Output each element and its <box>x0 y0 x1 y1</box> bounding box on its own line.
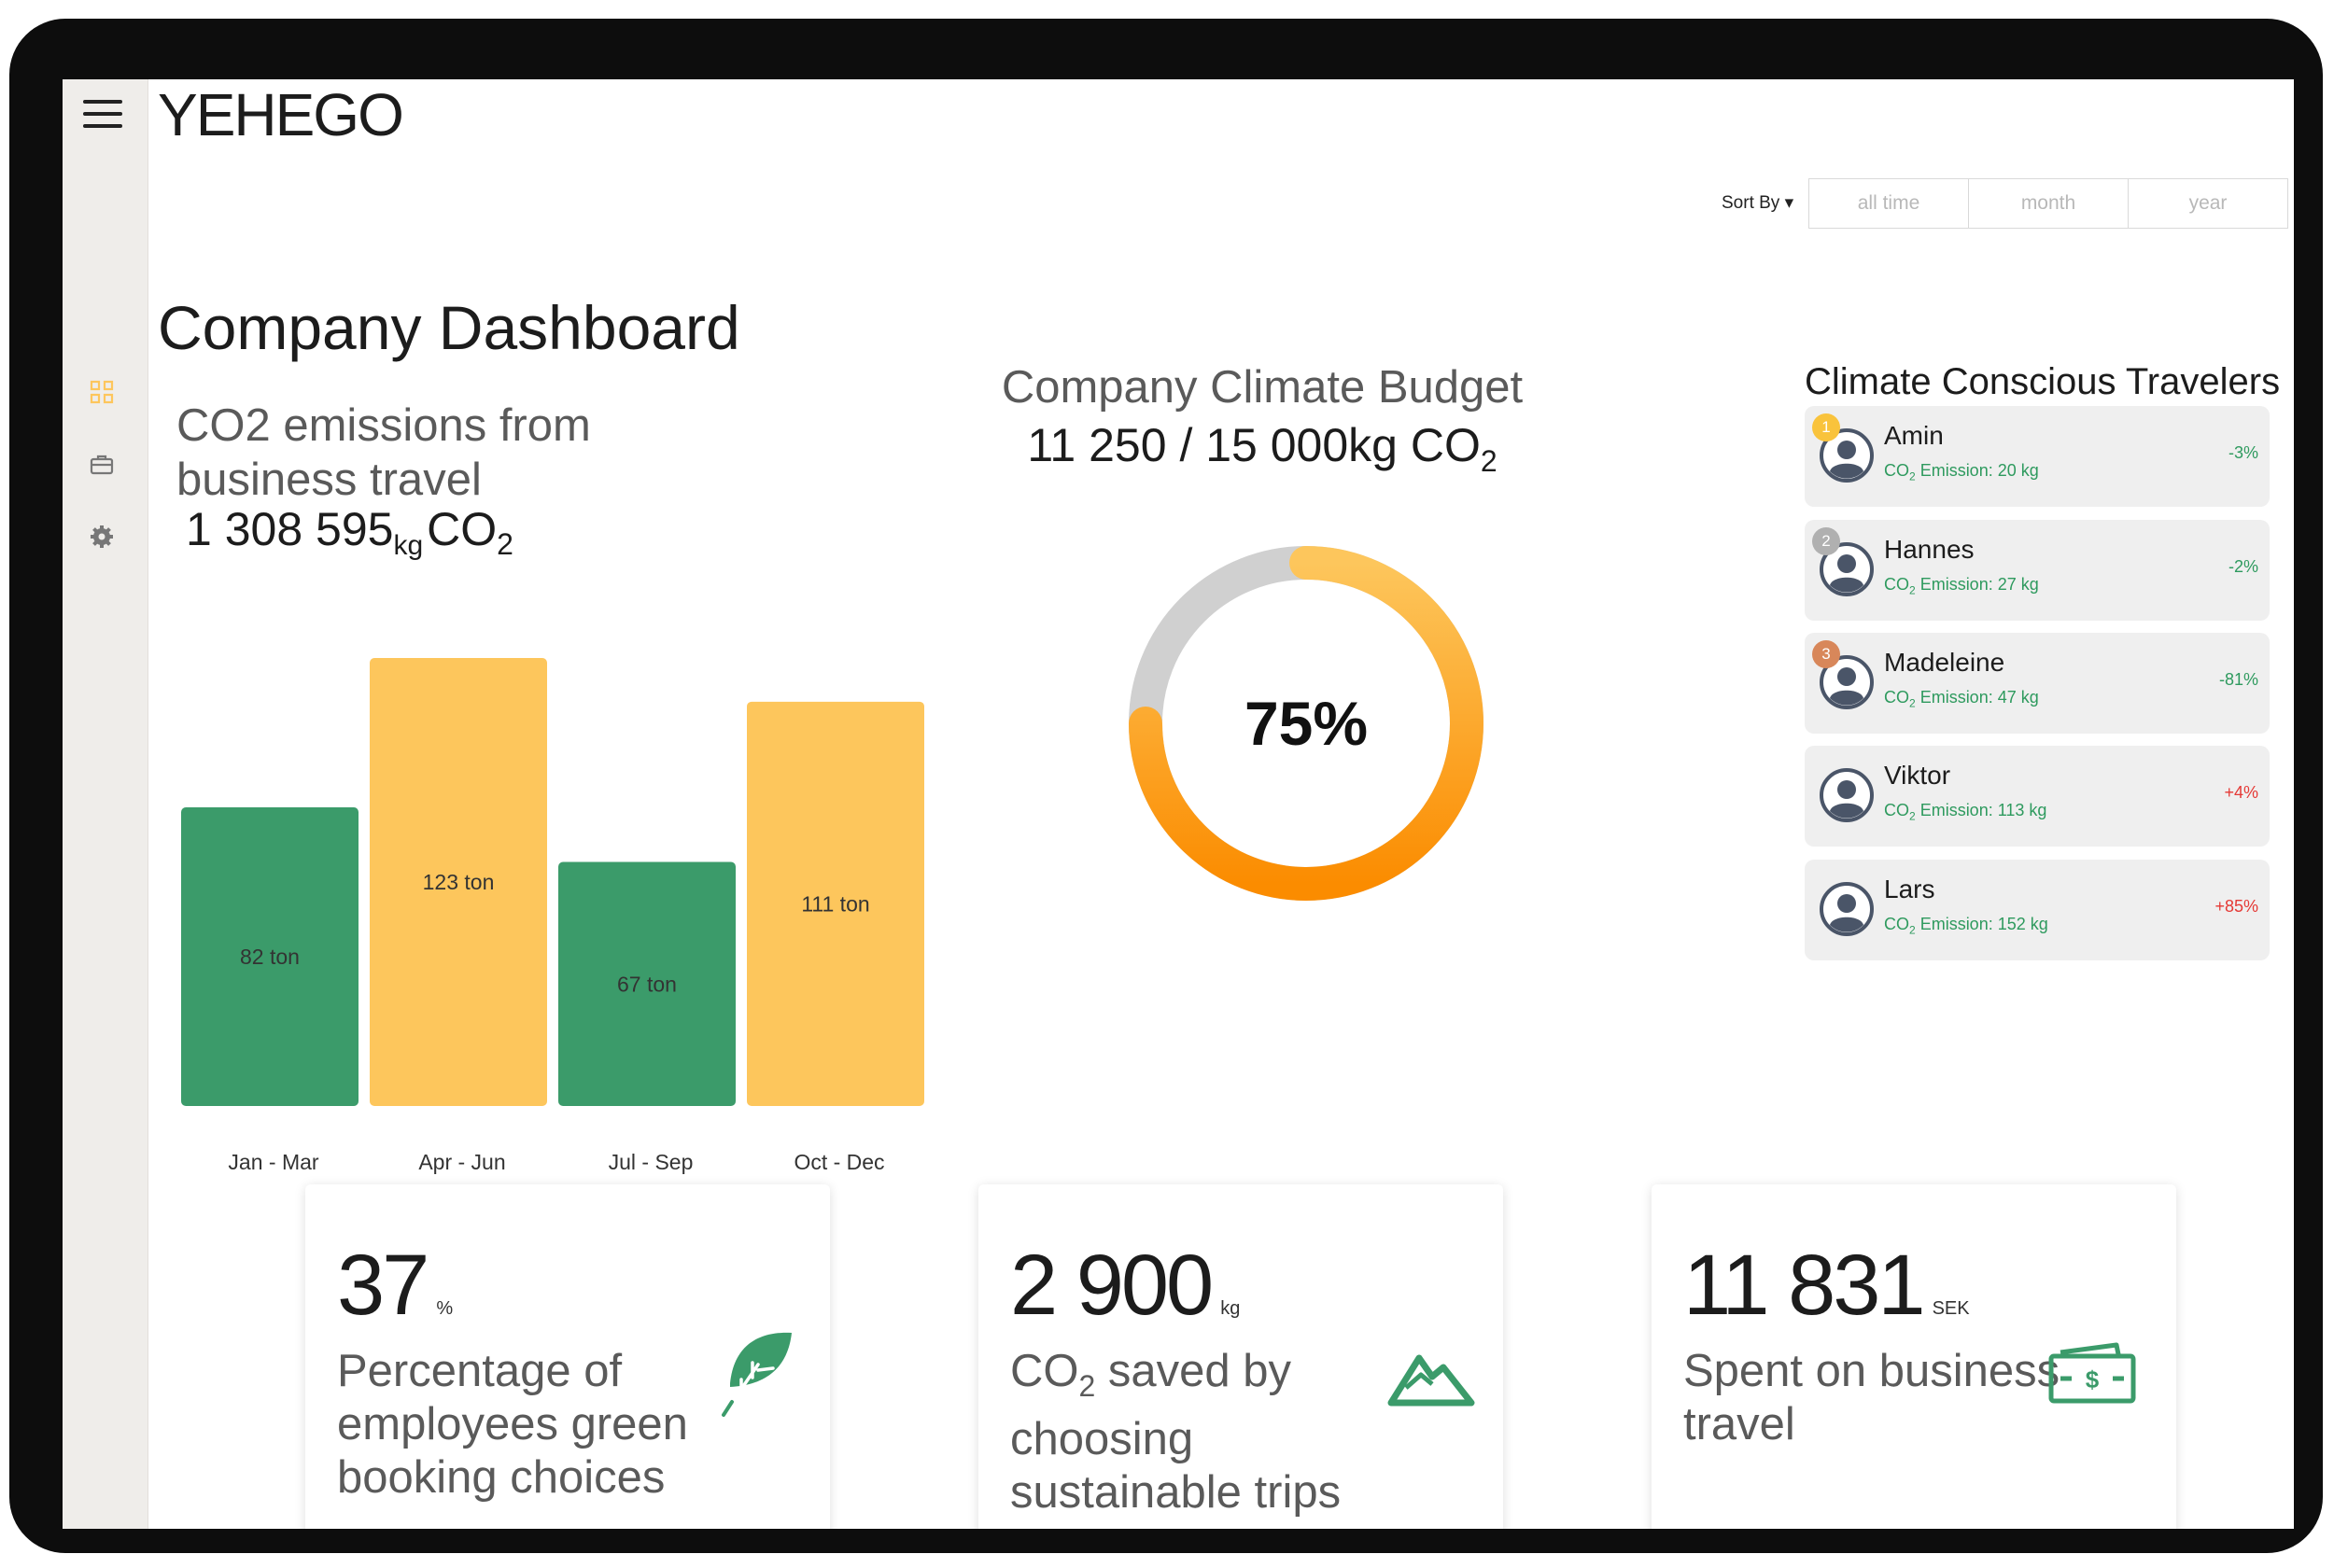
stat-unit: % <box>436 1298 454 1319</box>
mountain-icon <box>1387 1354 1475 1407</box>
traveler-name: Viktor <box>1884 761 1951 790</box>
emissions-bar-chart: 82 ton Jan - Mar 123 ton Apr - Jun 67 ton Jul… <box>181 658 924 1174</box>
svg-text:$: $ <box>2086 1365 2100 1393</box>
category-label: Jan - Mar <box>228 1150 318 1174</box>
leaf-icon <box>722 1332 792 1417</box>
bar[interactable] <box>181 807 359 1106</box>
app-logo[interactable]: YEHEGO <box>158 81 404 148</box>
stat-desc-post: saved by choosing sustainable trips <box>1010 1346 1342 1518</box>
budget-percent: 75% <box>1244 689 1369 758</box>
emissions-substance-sub: 2 <box>497 527 513 561</box>
bar[interactable] <box>370 658 547 1106</box>
bar-value-label: 67 ton <box>617 972 677 996</box>
stat-description: Percentage of employees green booking ch… <box>337 1346 688 1503</box>
donut-progress-arc <box>1129 546 1483 901</box>
budget-title: Company Climate Budget <box>1001 362 1524 413</box>
device-frame: YEHEGO Sort By ▾ all time month year Com… <box>9 19 2323 1553</box>
stat-card-green-bookings: 37% Percentage of employees green bookin… <box>305 1184 830 1529</box>
traveler-change: +85% <box>2214 897 2258 916</box>
rank-badge: 3 <box>1812 640 1840 668</box>
stat-unit: SEK <box>1932 1298 1970 1319</box>
traveler-emission: CO2 Emission: 152 kg <box>1884 915 2048 937</box>
bar-value-label: 82 ton <box>240 945 300 969</box>
time-filter: all time month year <box>1808 178 2288 229</box>
gear-icon[interactable] <box>88 523 116 551</box>
traveler-change: -3% <box>2228 443 2258 462</box>
filter-year[interactable]: year <box>2188 192 2228 214</box>
filter-all-time[interactable]: all time <box>1809 179 1969 228</box>
traveler-name: Lars <box>1884 875 1935 903</box>
hamburger-menu-icon[interactable] <box>83 100 122 128</box>
stat-unit: kg <box>1220 1298 1241 1319</box>
traveler-change: -81% <box>2218 670 2258 689</box>
stat-card-travel-spend: 11 831 SEK Spent on business travel $ <box>1652 1184 2176 1529</box>
emissions-substance: CO <box>427 503 498 555</box>
emissions-unit: kg <box>393 530 424 561</box>
rank-badge: 2 <box>1812 527 1840 555</box>
briefcase-icon[interactable] <box>88 451 116 479</box>
filter-month[interactable]: month <box>1969 179 2129 228</box>
app-screen: YEHEGO Sort By ▾ all time month year Com… <box>63 79 2294 1529</box>
avatar-icon <box>1820 882 1874 936</box>
budget-value-sub: 2 <box>1480 444 1497 478</box>
traveler-row[interactable]: 1 Amin CO2 Emission: 20 kg -3% <box>1805 406 2270 507</box>
traveler-name: Hannes <box>1884 535 1975 564</box>
sort-by-dropdown[interactable]: Sort By ▾ <box>1722 192 1793 214</box>
category-label: Oct - Dec <box>794 1150 884 1174</box>
emissions-total-value: 1 308 595 <box>186 503 394 555</box>
stat-value: 2 900 <box>1010 1238 1214 1333</box>
stat-card-co2-saved: 2 900 kg CO2 saved by choosing sustainabl… <box>978 1184 1503 1529</box>
stat-desc-sub: 2 <box>1078 1368 1096 1403</box>
stat-desc-pre: CO <box>1010 1346 1079 1396</box>
travelers-title: Climate Conscious Travelers <box>1805 361 2281 402</box>
grid-icon[interactable] <box>88 378 116 406</box>
stat-value: 37 <box>337 1238 429 1333</box>
emissions-total: 1 308 595kgCO2 <box>186 501 513 574</box>
traveler-emission: CO2 Emission: 113 kg <box>1884 801 2047 823</box>
traveler-row[interactable]: 2 Hannes CO2 Emission: 27 kg -2% <box>1805 520 2270 621</box>
category-label: Jul - Sep <box>609 1150 694 1174</box>
avatar-icon <box>1820 768 1874 822</box>
traveler-emission: CO2 Emission: 27 kg <box>1884 575 2039 597</box>
avatar-icon <box>1820 428 1874 483</box>
avatar-icon <box>1820 542 1874 596</box>
money-icon: $ <box>2048 1342 2136 1404</box>
traveler-emission: CO2 Emission: 20 kg <box>1884 461 2039 483</box>
bar-value-label: 111 ton <box>801 891 869 916</box>
caret-down-icon: ▾ <box>1784 193 1794 213</box>
traveler-row[interactable]: 3 Madeleine CO2 Emission: 47 kg -81% <box>1805 633 2270 734</box>
sidebar <box>63 79 148 1529</box>
bar[interactable] <box>558 861 736 1106</box>
avatar-icon <box>1820 655 1874 709</box>
budget-value: 11 250 / 15 000kg CO2 <box>996 415 1528 491</box>
traveler-name: Amin <box>1884 421 1944 450</box>
emissions-title: CO2 emissions from business travel <box>176 400 591 505</box>
sort-by-label: Sort By <box>1722 193 1780 213</box>
traveler-row[interactable]: Lars CO2 Emission: 152 kg +85% <box>1805 860 2270 960</box>
traveler-change: +4% <box>2224 783 2258 802</box>
traveler-change: -2% <box>2228 557 2258 576</box>
stat-description: CO2 saved by choosing sustainable trips <box>1010 1345 1421 1519</box>
traveler-name: Madeleine <box>1884 648 2005 677</box>
budget-value-text: 11 250 / 15 000kg CO <box>1027 419 1481 471</box>
category-label: Apr - Jun <box>418 1150 505 1174</box>
traveler-emission: CO2 Emission: 47 kg <box>1884 688 2039 710</box>
bar-value-label: 123 ton <box>423 870 495 894</box>
page-title: Company Dashboard <box>158 293 740 362</box>
budget-donut-chart <box>1129 546 1483 901</box>
stat-value: 11 831 <box>1683 1238 1926 1333</box>
bar[interactable] <box>747 701 924 1106</box>
rank-badge: 1 <box>1812 413 1840 441</box>
stat-description: Spent on business travel <box>1683 1346 2060 1449</box>
traveler-row[interactable]: Viktor CO2 Emission: 113 kg +4% <box>1805 746 2270 847</box>
